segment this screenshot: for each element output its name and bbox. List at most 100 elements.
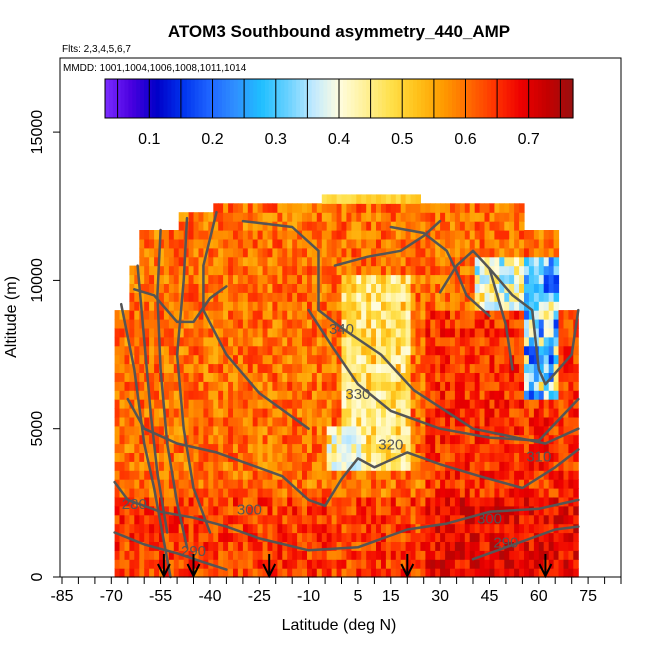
heatmap-cell [356, 292, 362, 302]
heatmap-cell [316, 345, 323, 356]
heatmap-cell [307, 247, 313, 258]
heatmap-cell [154, 488, 160, 498]
heatmap-cell [242, 319, 249, 329]
heatmap-cell [445, 238, 451, 249]
heatmap-cell [450, 238, 456, 249]
heatmap-cell [420, 470, 426, 480]
heatmap-cell [494, 301, 500, 311]
heatmap-cell [425, 319, 431, 329]
heatmap-cell [173, 256, 180, 267]
heatmap-cell [193, 532, 199, 542]
heatmap-cell [445, 532, 451, 542]
heatmap-cell [336, 221, 343, 231]
heatmap-cell [440, 230, 446, 240]
heatmap-cell [450, 434, 456, 445]
heatmap-cell [336, 496, 343, 507]
heatmap-cell [405, 194, 412, 204]
colorbar-segment [128, 79, 133, 118]
heatmap-cell [435, 381, 441, 391]
heatmap-cell [321, 408, 328, 418]
heatmap-cell [233, 345, 239, 356]
heatmap-cell [287, 452, 293, 462]
heatmap-cell [558, 310, 564, 320]
heatmap-cell [376, 354, 382, 365]
heatmap-cell [188, 336, 195, 347]
colorbar-segment [413, 79, 418, 118]
heatmap-cell [459, 434, 466, 445]
colorbar-segment [218, 79, 223, 118]
heatmap-cell [326, 488, 333, 498]
heatmap-cell [346, 550, 352, 560]
colorbar-segment [463, 79, 469, 118]
heatmap-cell [420, 550, 426, 560]
heatmap-cell [144, 319, 150, 329]
heatmap-cell [307, 505, 313, 516]
heatmap-cell [302, 461, 308, 471]
heatmap-cell [178, 559, 185, 569]
heatmap-cell [351, 230, 357, 240]
heatmap-cell [533, 514, 540, 525]
heatmap-cell [307, 416, 313, 427]
heatmap-cell [331, 541, 338, 551]
heatmap-cell [163, 479, 170, 489]
heatmap-cell [129, 434, 135, 445]
heatmap-cell [548, 434, 555, 445]
heatmap-cell [267, 416, 273, 427]
heatmap-cell [346, 532, 352, 542]
heatmap-cell [410, 550, 417, 560]
heatmap-cell [237, 283, 244, 293]
heatmap-cell [277, 354, 283, 365]
heatmap-cell [430, 461, 436, 471]
heatmap-cell [440, 310, 446, 320]
heatmap-cell [154, 568, 160, 578]
heatmap-cell [228, 425, 234, 436]
heatmap-cell [514, 416, 520, 427]
heatmap-cell [272, 514, 278, 525]
heatmap-cell [252, 399, 259, 409]
colorbar-segment [202, 79, 207, 118]
heatmap-cell [356, 212, 362, 222]
heatmap-cell [420, 256, 426, 267]
heatmap-cell [331, 372, 338, 382]
heatmap-cell [400, 310, 407, 320]
heatmap-cell [381, 310, 387, 320]
heatmap-cell [435, 479, 441, 489]
heatmap-cell [223, 301, 229, 311]
heatmap-cell [450, 416, 456, 427]
heatmap-cell [514, 372, 520, 382]
heatmap-cell [277, 408, 283, 418]
heatmap-cell [262, 541, 269, 551]
heatmap-cell [129, 523, 135, 534]
heatmap-cell [400, 514, 407, 525]
heatmap-cell [366, 568, 372, 578]
heatmap-cell [376, 425, 382, 436]
heatmap-cell [459, 550, 466, 560]
heatmap-cell [469, 354, 476, 365]
heatmap-cell [198, 470, 204, 480]
colorbar-segment [436, 79, 441, 118]
heatmap-cell [242, 292, 249, 302]
heatmap-cell [494, 372, 500, 382]
heatmap-cell [321, 230, 328, 240]
heatmap-cell [149, 461, 155, 471]
heatmap-cell [168, 550, 175, 560]
heatmap-cell [124, 568, 130, 578]
heatmap-cell [242, 434, 249, 445]
heatmap-cell [440, 488, 446, 498]
heatmap-cell [381, 319, 387, 329]
heatmap-cell [395, 265, 402, 276]
heatmap-cell [553, 488, 560, 498]
heatmap-cell [479, 354, 486, 365]
heatmap-cell [341, 434, 347, 445]
heatmap-cell [302, 247, 308, 258]
heatmap-cell [430, 470, 436, 480]
heatmap-cell [287, 327, 293, 338]
heatmap-cell [514, 390, 520, 400]
heatmap-cell [193, 470, 199, 480]
heatmap-cell [331, 354, 338, 365]
heatmap-cell [159, 319, 165, 329]
heatmap-cell [400, 221, 407, 231]
heatmap-cell [149, 256, 155, 267]
heatmap-cell [267, 381, 273, 391]
heatmap-cell [203, 416, 209, 427]
